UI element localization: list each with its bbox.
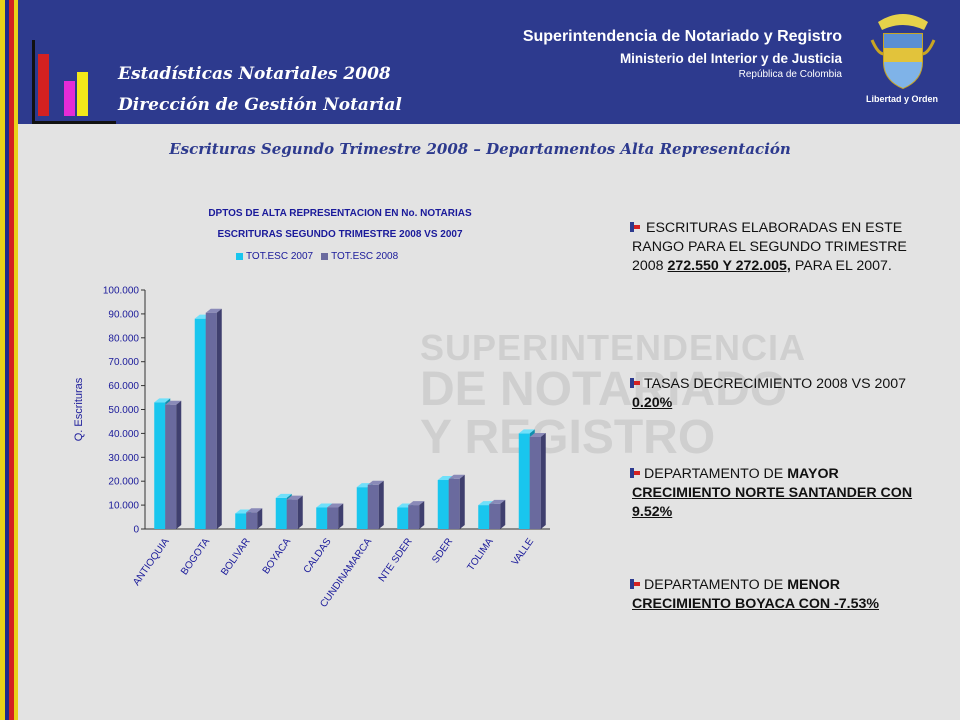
stats-logo-icon <box>26 40 116 124</box>
bar-2008 <box>286 499 298 529</box>
bar-top <box>367 480 384 485</box>
bar-2007 <box>518 433 530 529</box>
bar-2007 <box>397 507 409 529</box>
bar-top <box>448 474 465 479</box>
note-menor-crecimiento: DEPARTAMENTO DE MENOR CRECIMIENTO BOYACA… <box>630 577 880 613</box>
bullet-icon <box>630 468 640 478</box>
y-tick-label: 90.000 <box>108 309 139 320</box>
bar-top <box>154 398 171 403</box>
coat-of-arms-icon <box>870 14 936 90</box>
bar-2007 <box>154 402 166 529</box>
header-subtitle: Dirección de Gestión Notarial <box>118 95 402 115</box>
flag-stripes <box>0 0 18 720</box>
bar-top <box>316 503 333 508</box>
bar-side <box>297 495 303 529</box>
bar-2008 <box>448 478 460 529</box>
bar-2008 <box>408 505 420 529</box>
legend-item-2008: TOT.ESC 2008 <box>321 251 398 262</box>
y-tick-label: 80.000 <box>108 333 139 344</box>
legend-swatch-2007 <box>236 253 243 260</box>
bar-2008 <box>489 503 501 529</box>
bar-top <box>529 432 546 437</box>
x-tick-label: SDER <box>430 536 455 565</box>
bar-top <box>275 493 292 498</box>
bar-2008 <box>205 312 217 529</box>
bar-top <box>327 503 344 508</box>
bar-side <box>419 501 425 529</box>
bar-top <box>286 495 303 500</box>
y-tick-label: 0 <box>133 525 139 536</box>
bar-chart: 0 10.000 20.000 30.000 40.000 50.000 60.000 70.… <box>73 286 550 610</box>
y-tick-label: 30.000 <box>108 453 139 464</box>
y-tick-label: 10.000 <box>108 501 139 512</box>
bar-2007 <box>437 480 449 529</box>
bar-top <box>205 308 222 313</box>
bar-2007 <box>478 505 490 529</box>
bar-2007 <box>235 513 247 529</box>
bar-2008 <box>246 512 258 529</box>
bar-side <box>176 400 182 529</box>
bar-side <box>459 474 465 529</box>
x-tick-label: TOLIMA <box>465 536 495 573</box>
bar-2008 <box>165 404 177 529</box>
y-tick-label: 20.000 <box>108 477 139 488</box>
chart-title: DPTOS DE ALTA REPRESENTACION EN No. NOTA… <box>208 208 472 219</box>
country-name: República de Colombia <box>738 69 842 80</box>
bar-top <box>246 508 263 513</box>
bar-side <box>257 508 263 529</box>
org-name: Superintendencia de Notariado y Registro <box>522 28 842 45</box>
y-tick-label: 100.000 <box>103 286 140 297</box>
bar-side <box>338 503 344 529</box>
bar-2007 <box>194 318 206 529</box>
bar-side <box>540 432 546 529</box>
bar-top <box>408 501 425 506</box>
note-tasa-crecimiento: TASAS DECRECIMIENTO 2008 VS 2007 0.20% <box>630 376 907 412</box>
bullet-icon <box>630 222 640 232</box>
chart-legend: TOT.ESC 2007 TOT.ESC 2008 <box>236 251 398 262</box>
bar-side <box>500 499 506 529</box>
x-tick-label: BOYACA <box>261 536 294 576</box>
chart-title-line2: ESCRITURAS SEGUNDO TRIMESTRE 2008 VS 200… <box>217 229 463 240</box>
y-tick-label: 70.000 <box>108 357 139 368</box>
note-total-escrituras: ESCRITURAS ELABORADAS EN ESTE RANGO PARA… <box>630 220 907 275</box>
bar-2008 <box>367 484 379 529</box>
page-title: Escrituras Segundo Trimestre 2008 – Depa… <box>169 140 791 158</box>
y-tick-label: 40.000 <box>108 429 139 440</box>
motto: Libertad y Orden <box>865 94 938 104</box>
y-axis-label: Q. Escrituras <box>73 377 85 441</box>
legend-swatch-2008 <box>321 253 329 260</box>
header-banner: Estadísticas Notariales 2008 Dirección d… <box>18 0 960 124</box>
x-tick-label: BOLIVAR <box>219 536 252 577</box>
note-mayor-crecimiento: DEPARTAMENTO DE MAYOR CRECIMIENTO NORTE … <box>630 466 913 521</box>
y-tick-label: 50.000 <box>108 405 139 416</box>
bullet-icon <box>630 579 640 589</box>
ministry-name: Ministerio del Interior y de Justicia <box>619 51 842 66</box>
bar-top <box>165 400 182 405</box>
bar-side <box>216 308 222 529</box>
bullet-icon <box>630 378 640 388</box>
x-tick-label: CALDAS <box>302 536 334 575</box>
bar-2008 <box>327 507 339 529</box>
bar-2007 <box>316 507 328 529</box>
x-tick-label: BOGOTA <box>179 536 212 577</box>
x-tick-label: ANTIOQUIA <box>131 536 172 588</box>
x-tick-label: VALLE <box>510 536 537 567</box>
bar-2008 <box>529 436 541 529</box>
bar-top <box>518 429 535 434</box>
bar-top <box>489 499 506 504</box>
watermark: SUPERINTENDENCIA DE NOTARIADO Y REGISTRO <box>420 327 807 464</box>
header-title: Estadísticas Notariales 2008 <box>118 64 391 84</box>
y-tick-label: 60.000 <box>108 381 139 392</box>
legend-item-2007: TOT.ESC 2007 <box>236 251 313 262</box>
bar-side <box>378 480 384 529</box>
bar-2007 <box>275 497 287 529</box>
x-tick-label: NTE SDER <box>377 536 415 584</box>
bar-2007 <box>356 487 368 529</box>
